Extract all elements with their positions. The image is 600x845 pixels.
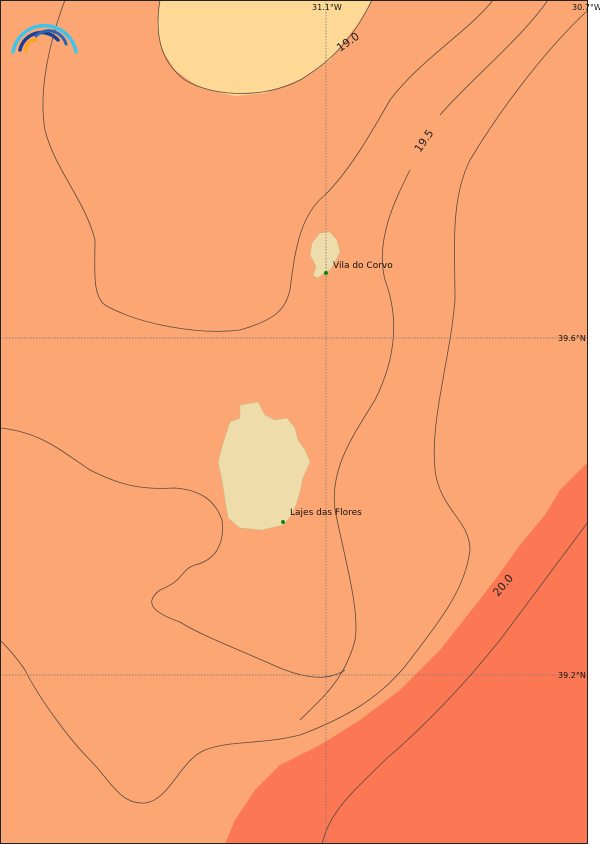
sea-band-low <box>157 0 372 96</box>
lat-label: 39.2°N <box>558 671 586 680</box>
town-marker-lajes-das-flores[interactable] <box>281 520 285 524</box>
sea-band-high <box>225 462 588 844</box>
place-label: Lajes das Flores <box>290 508 362 518</box>
lat-label: 39.6°N <box>558 334 586 343</box>
lon-label: 30.7°W <box>572 3 600 12</box>
place-label: Vila do Corvo <box>333 261 393 271</box>
town-marker-vila-do-corvo[interactable] <box>324 271 328 275</box>
lon-label: 31.1°W <box>312 3 342 12</box>
rainbow-arc-logo <box>11 23 78 54</box>
map-frame <box>0 0 588 844</box>
graticule <box>0 0 588 844</box>
island-flores <box>217 401 311 531</box>
